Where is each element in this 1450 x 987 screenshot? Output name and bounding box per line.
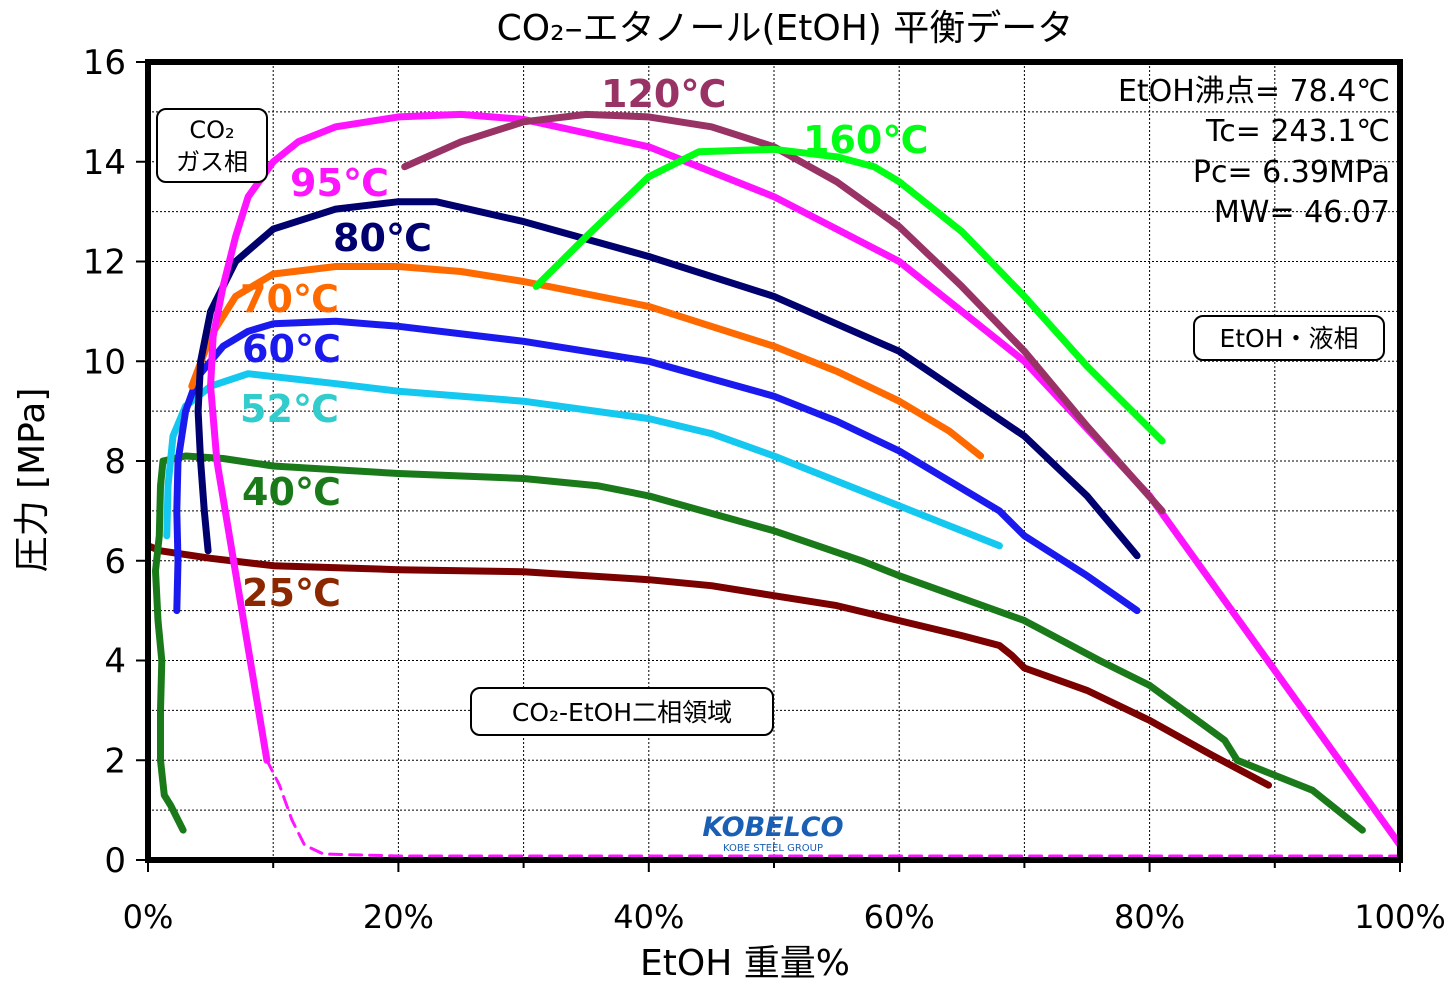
x-tick-label: 0%	[123, 898, 174, 936]
series-line	[173, 317, 1141, 615]
series-line	[163, 370, 1003, 550]
y-tick-label: 12	[83, 243, 126, 283]
series-labels: 25℃ 40℃ 52℃ 60℃ 70℃ 80℃ 95℃ 120℃ 160℃	[240, 72, 928, 615]
y-tick-label: 16	[83, 43, 126, 83]
chart-title: CO₂–エタノール(EtOH) 平衡データ	[497, 8, 1074, 49]
y-tick-label: 0	[104, 841, 126, 881]
gas-region-line1: CO₂	[189, 116, 234, 144]
x-axis-label: EtOH 重量%	[640, 943, 850, 983]
y-tick-label: 8	[104, 442, 126, 482]
series-line	[152, 452, 1366, 834]
series-line	[532, 145, 1166, 445]
kobelco-logo: KOBELCO KOBE STEEL GROUP	[702, 812, 843, 854]
two-phase-region-label: CO₂-EtOH二相領域	[470, 687, 774, 736]
x-tick-label: 80%	[1114, 898, 1185, 936]
x-tick-label: 40%	[613, 898, 684, 936]
info-line-boiling-point: EtOH沸点= 78.4℃	[1118, 74, 1390, 109]
logo-text: KOBELCO	[702, 812, 843, 843]
series-label: 52℃	[240, 387, 339, 431]
info-box: EtOH沸点= 78.4℃ Tc= 243.1℃ Pc= 6.39MPa MW=…	[1118, 74, 1390, 230]
liquid-region-text: EtOH・液相	[1219, 324, 1358, 353]
series-line	[194, 198, 1141, 560]
series-label: 80℃	[333, 216, 432, 260]
gas-region-label: CO₂ ガス相	[156, 108, 268, 183]
x-tick-label: 100%	[1354, 898, 1445, 936]
series-line	[265, 758, 1400, 858]
y-tick-label: 10	[83, 342, 126, 382]
grid	[148, 62, 1400, 860]
plot-frame	[145, 59, 1403, 863]
series-label: 95℃	[290, 161, 389, 205]
x-tick-label: 20%	[363, 898, 434, 936]
y-tick-label: 4	[104, 642, 126, 682]
series-line	[207, 110, 1400, 849]
axes: 0 2 4 6 8 10 12 14 16 0% 20% 40% 60% 80% 100%	[83, 43, 1446, 936]
x-tick-label: 60%	[864, 898, 935, 936]
two-phase-region-text: CO₂-EtOH二相領域	[512, 698, 732, 727]
series-group	[148, 110, 1400, 858]
y-tick-label: 14	[83, 143, 126, 183]
y-tick-label: 6	[104, 542, 126, 582]
y-tick-label: 2	[104, 741, 126, 781]
series-label: 40℃	[242, 470, 341, 514]
info-line-mw: MW= 46.07	[1214, 195, 1390, 230]
series-label: 70℃	[240, 277, 339, 321]
series-label: 160℃	[803, 118, 928, 162]
series-line	[188, 263, 985, 460]
series-label: 120℃	[601, 72, 726, 116]
liquid-region-label: EtOH・液相	[1193, 315, 1385, 361]
info-line-pc: Pc= 6.39MPa	[1193, 155, 1390, 190]
series-line	[148, 542, 1272, 789]
gas-region-line2: ガス相	[176, 148, 248, 176]
logo-subtext: KOBE STEEL GROUP	[723, 843, 823, 854]
series-label: 25℃	[242, 571, 341, 615]
y-axis-label: 圧力 [MPa]	[12, 388, 53, 573]
info-line-tc: Tc= 243.1℃	[1205, 114, 1390, 149]
series-label: 60℃	[242, 327, 341, 371]
